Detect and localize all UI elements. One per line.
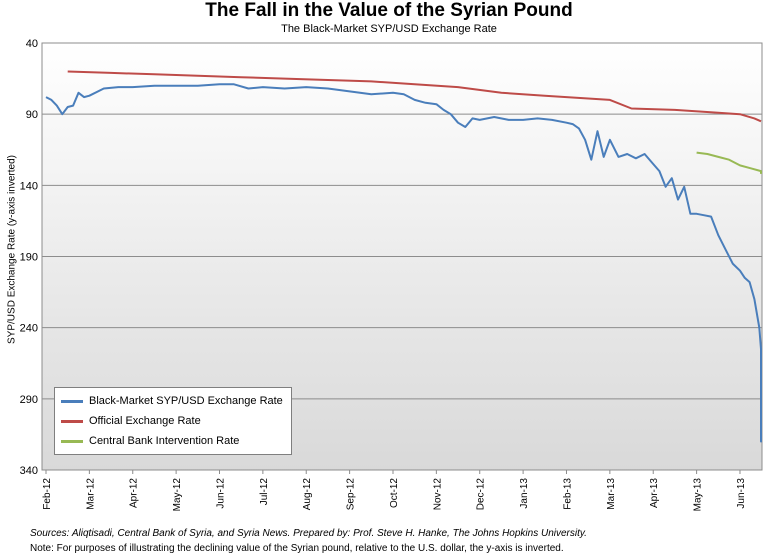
y-tick-label: 240 (20, 323, 38, 335)
x-tick-label: Apr-12 (129, 478, 140, 508)
x-tick-label: May-12 (172, 478, 183, 512)
x-tick-label: Sep-12 (346, 478, 357, 511)
x-tick-label: Apr-13 (649, 478, 660, 508)
series-line-1 (67, 70, 762, 123)
x-tick-label: Oct-12 (389, 478, 400, 508)
y-tick-label: 190 (20, 252, 38, 264)
x-tick-label: Jun-12 (215, 478, 226, 509)
x-tick-label: Nov-12 (432, 478, 443, 511)
x-tick-label: Dec-12 (476, 478, 487, 511)
legend-item-official: Official Exchange Rate (61, 413, 201, 429)
x-tick-label: Mar-13 (606, 478, 617, 510)
x-tick-label: Feb-12 (42, 478, 53, 510)
x-tick-label: Jun-13 (736, 478, 747, 509)
y-tick-label: 140 (20, 180, 38, 192)
legend-label-official: Official Exchange Rate (89, 415, 201, 427)
legend-swatch-black-market (61, 399, 83, 403)
chart-legend: Black-Market SYP/USD Exchange Rate Offic… (54, 387, 292, 455)
legend-item-central-bank: Central Bank Intervention Rate (61, 433, 239, 449)
y-tick-label: 290 (20, 394, 38, 406)
note-footnote: Note: For purposes of illustrating the d… (30, 543, 564, 554)
series-line-2 (696, 151, 762, 174)
legend-swatch-official (61, 419, 83, 423)
x-tick-label: Aug-12 (302, 478, 313, 511)
x-tick-label: May-13 (693, 478, 704, 512)
y-tick-label: 340 (20, 465, 38, 477)
legend-label-black-market: Black-Market SYP/USD Exchange Rate (89, 395, 283, 407)
x-tick-label: Feb-13 (562, 478, 573, 510)
legend-label-central-bank: Central Bank Intervention Rate (89, 435, 240, 447)
legend-item-black-market: Black-Market SYP/USD Exchange Rate (61, 393, 283, 409)
chart-title: The Fall in the Value of the Syrian Poun… (205, 0, 573, 21)
x-tick-label: Jan-13 (519, 478, 530, 509)
sources-footnote: Sources: Aliqtisadi, Central Bank of Syr… (30, 528, 587, 539)
y-tick-label: 40 (26, 38, 38, 50)
x-tick-label: Jul-12 (259, 478, 270, 506)
legend-swatch-central-bank (61, 439, 83, 443)
chart-subtitle: The Black-Market SYP/USD Exchange Rate (281, 23, 497, 35)
x-tick-label: Mar-12 (85, 478, 96, 510)
series-line-0 (45, 83, 762, 443)
y-tick-label: 90 (26, 109, 38, 121)
